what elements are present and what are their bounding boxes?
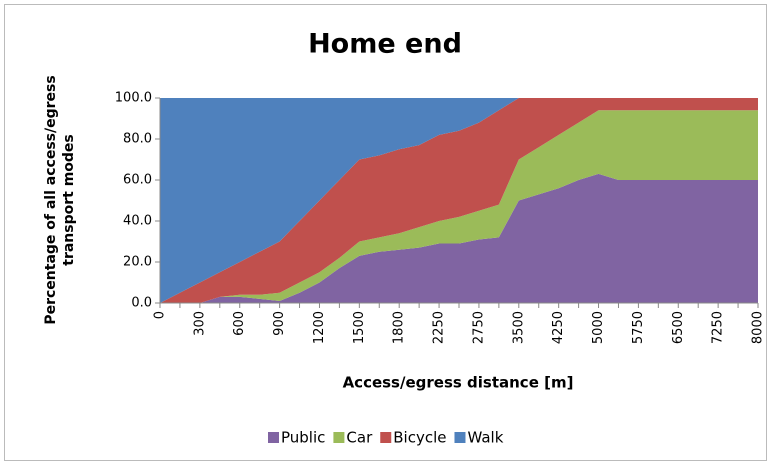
legend-label: Walk [467,429,503,447]
legend-label: Public [281,429,325,447]
y-tick-label: 40.0 [123,214,152,229]
y-tick-label: 80.0 [123,132,152,147]
x-tick-label: 300 [192,311,207,336]
x-tick-label: 8000 [751,311,766,344]
chart-title: Home end [308,29,462,60]
y-tick-label: 20.0 [123,255,152,270]
x-tick-label: 2250 [432,311,447,344]
x-tick-label: 600 [232,311,247,336]
x-axis-title: Access/egress distance [m] [343,374,574,392]
x-tick-label: 2750 [471,311,486,344]
y-axis-title: Percentage of all access/egress transport… [43,75,77,324]
legend-label: Car [346,429,373,447]
x-tick-label: 5000 [591,311,606,344]
x-tick-label: 0 [153,311,168,319]
x-tick-label: 5750 [631,311,646,344]
x-tick-label: 4250 [551,311,566,344]
area [160,173,758,303]
x-tick-label: 7250 [711,311,726,344]
y-tick-label: 60.0 [123,173,152,188]
legend-swatch [333,432,345,443]
x-tick-label: 6500 [671,311,686,344]
x-tick-label: 1200 [312,311,327,344]
x-tick-label: 1800 [392,311,407,344]
y-tick-label: 100.0 [115,91,152,106]
area [160,110,758,303]
legend-label: Bicycle [393,429,446,447]
x-tick-label: 1500 [352,311,367,344]
legend-swatch [380,432,392,443]
y-axis-title-line: transport modes [61,134,77,266]
y-axis-title-line: Percentage of all access/egress [43,75,59,324]
x-tick-label: 900 [272,311,287,336]
legend-swatch [454,432,466,443]
legend-swatch [268,432,279,443]
x-tick-label: 3500 [511,311,526,344]
area [160,98,758,303]
area [160,98,758,303]
y-tick-label: 0.0 [131,296,152,311]
